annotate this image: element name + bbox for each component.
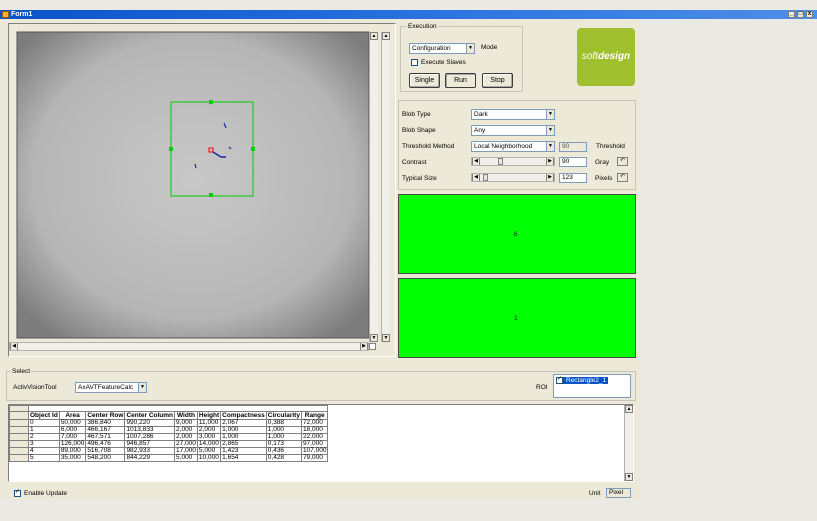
results-table: Object Id Area Center Row Center Column Widt… [9,405,329,462]
scroll-down-icon[interactable]: ▼ [625,473,633,481]
blob-shape-label: Blob Shape [402,127,436,134]
select-group-label: Select [11,368,32,375]
grid-vertical-scrollbar[interactable]: ▲ ▼ [624,405,633,481]
run-button[interactable]: Run [445,73,476,88]
contrast-thumb[interactable] [498,158,503,165]
table-cell: 79,000 [300,454,329,462]
roi-list[interactable]: Rectangle2_1 [553,374,631,398]
stop-button[interactable]: Stop [482,73,513,88]
checkbox-icon[interactable] [556,375,563,384]
roi-label: ROI [536,384,548,391]
contrast-reset-icon[interactable]: ↶ [617,157,628,166]
zoom-up-icon[interactable]: ▲ [382,32,390,40]
chevron-down-icon[interactable]: ▼ [546,126,554,135]
typical-size-reset-icon[interactable]: ↶ [617,173,628,182]
scroll-left-icon[interactable]: ◀ [10,343,18,350]
parameter-panel: Blob Type Dark ▼ Blob Shape Any ▼ Thresh… [398,100,636,190]
row-header[interactable] [9,419,29,427]
arrow-right-icon[interactable]: ▶ [546,158,554,165]
row-header[interactable] [9,433,29,441]
close-button[interactable]: x [806,11,813,18]
arrow-left-icon[interactable]: ◀ [472,158,480,165]
table-row[interactable]: 0 50,000 386,840 990,220 9,000 11,000 2,067 0,3… [9,419,329,427]
typical-size-value-field[interactable]: 123 [559,173,587,183]
app-icon [2,11,9,18]
title-bar: Form1 _ □ x [0,10,817,19]
typical-size-label: Typical Size [402,175,437,182]
table-cell: 1,654 [220,454,267,462]
blob-shape-combo[interactable]: Any ▼ [471,125,555,136]
results-grid[interactable]: Object Id Area Center Row Center Column Widt… [8,404,634,482]
scroll-down-icon[interactable]: ▼ [370,334,378,342]
mode-combo[interactable]: Configuration ▼ [409,43,475,54]
result-panel-top: 6 [398,194,636,274]
table-cell: 10,000 [196,454,222,462]
scroll-up-icon[interactable]: ▲ [625,405,633,413]
contrast-unit: Gray [595,159,610,166]
result-panel-top-value: 6 [514,231,518,238]
contrast-label: Contrast [402,159,427,166]
tool-combo[interactable]: AxAVTFeatureCalc ▼ [75,382,147,393]
zoom-vertical-scrollbar[interactable]: ▲ ▼ [381,32,390,342]
roi-list-item[interactable]: Rectangle2_1 [556,375,609,385]
chevron-down-icon[interactable]: ▼ [138,383,146,392]
execute-slaves-checkbox[interactable]: Execute Slaves [411,59,466,66]
checkbox-icon[interactable] [411,59,418,66]
table-cell: 0,428 [265,454,302,462]
row-header[interactable] [9,447,29,455]
execution-group-label: Execution [407,23,438,30]
maximize-button[interactable]: □ [797,11,804,18]
table-cell: 844,229 [124,454,176,462]
unit-label: Unit [589,490,601,497]
arrow-left-icon[interactable]: ◀ [472,174,480,181]
viewer-vertical-scrollbar[interactable]: ▲ ▼ [369,32,378,342]
result-panel-bottom-value: 1 [514,315,518,322]
checkbox-icon[interactable] [14,488,21,497]
chevron-down-icon[interactable]: ▼ [546,142,554,151]
softdesign-logo: softdesign [577,28,635,86]
minimize-button[interactable]: _ [788,11,795,18]
select-group: Select ActivVisionTool AxAVTFeatureCalc … [6,368,636,401]
typical-size-thumb[interactable] [483,174,488,181]
chevron-down-icon[interactable]: ▼ [466,44,474,53]
zoom-down-icon[interactable]: ▼ [382,334,390,342]
contrast-slider[interactable]: ◀ ▶ [471,157,555,166]
threshold-label: Threshold [596,143,625,150]
tool-label: ActivVisionTool [13,384,57,391]
scroll-up-icon[interactable]: ▲ [370,32,378,40]
mode-value: Configuration [412,45,451,52]
blob-type-label: Blob Type [402,111,431,118]
blob-type-combo[interactable]: Dark ▼ [471,109,555,120]
camera-image[interactable] [9,24,395,356]
arrow-right-icon[interactable]: ▶ [546,174,554,181]
viewer-horizontal-scrollbar[interactable]: ◀ ▶ [9,342,369,351]
single-button[interactable]: Single [409,73,440,88]
contrast-value-field[interactable]: 90 [559,157,587,167]
table-cell: 5,000 [174,454,198,462]
corner-checkbox[interactable] [369,343,376,350]
chevron-down-icon[interactable]: ▼ [546,110,554,119]
row-header[interactable] [9,454,29,462]
row-header[interactable] [9,426,29,434]
image-viewer: ▲ ▼ ▲ ▼ ◀ ▶ [8,23,396,357]
enable-update-checkbox[interactable]: Enable Update [14,488,67,497]
blob-marks [212,151,226,158]
scroll-right-icon[interactable]: ▶ [360,343,368,350]
mode-label: Mode [481,44,498,51]
threshold-method-label: Threshold Method [402,143,455,150]
table-cell: 35,000 [58,454,87,462]
table-cell: 5 [28,454,60,462]
execution-group: Execution Configuration ▼ Mode Execute S… [400,23,523,92]
row-header[interactable] [9,440,29,448]
table-row[interactable]: 5 35,000 548,200 844,229 5,000 10,000 1,654 0,4… [9,454,329,462]
window-title: Form1 [11,11,33,18]
typical-size-unit: Pixels [595,175,613,182]
threshold-value-field: 90 [559,142,587,152]
unit-field: Pixel [606,488,631,498]
table-cell: 548,200 [85,454,126,462]
threshold-method-combo[interactable]: Local Neighborhood ▼ [471,141,555,152]
result-panel-bottom: 1 [398,278,636,358]
typical-size-slider[interactable]: ◀ ▶ [471,173,555,182]
